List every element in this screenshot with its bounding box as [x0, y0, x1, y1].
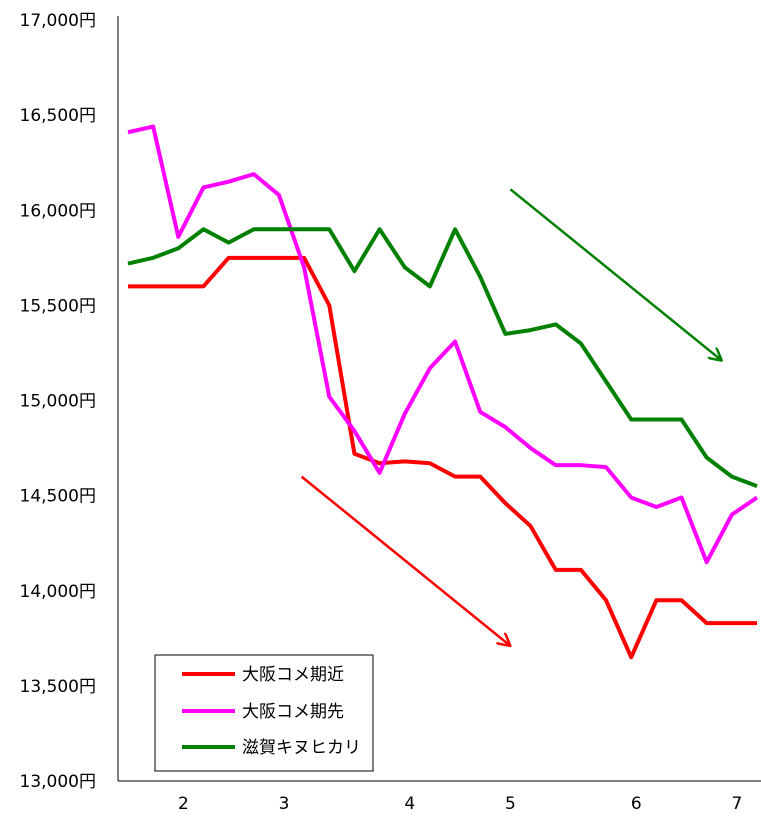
trend-arrow-1: [300, 475, 511, 646]
y-tick-label: 13,500円: [20, 677, 96, 697]
series-lines: [127, 124, 759, 660]
legend-item: 大阪コメ期先: [182, 702, 344, 722]
trend-arrows: [300, 188, 722, 646]
x-axis: 2 3 4 5 6 7: [118, 780, 761, 814]
x-tick-label: 4: [404, 794, 415, 814]
y-axis: 13,000円 13,500円 14,000円 14,500円 15,000円 15,50…: [20, 11, 119, 792]
x-tick-label: 3: [279, 794, 290, 814]
x-tick-label: 5: [505, 794, 516, 814]
x-tick-labels: 2 3 4 5 6 7: [178, 794, 742, 814]
series-line-1: [128, 255, 757, 660]
legend-item: 大阪コメ期近: [182, 665, 344, 685]
y-tick-label: 14,500円: [20, 487, 96, 507]
series-line-2: [127, 124, 759, 565]
x-tick-label: 7: [731, 794, 742, 814]
y-tick-label: 14,000円: [20, 582, 96, 602]
legend: 大阪コメ期近 大阪コメ期先 滋賀キヌヒカリ: [154, 654, 374, 772]
legend-label-series-2: 大阪コメ期先: [242, 702, 344, 722]
y-tick-labels: 13,000円 13,500円 14,000円 14,500円 15,000円 15,50…: [20, 11, 96, 792]
y-tick-label: 16,500円: [20, 106, 96, 126]
y-tick-label: 13,000円: [20, 772, 96, 792]
x-tick-label: 6: [631, 794, 642, 814]
legend-label-series-1: 大阪コメ期近: [242, 665, 344, 685]
y-tick-label: 15,500円: [20, 296, 96, 316]
y-tick-label: 15,000円: [20, 392, 96, 412]
series-line-3: [127, 227, 758, 488]
legend-label-series-3: 滋賀キヌヒカリ: [242, 738, 361, 758]
y-tick-label: 17,000円: [20, 11, 96, 31]
trend-arrow-2: [509, 188, 721, 360]
y-tick-label: 16,000円: [20, 201, 96, 221]
x-tick-label: 2: [178, 794, 189, 814]
legend-item: 滋賀キヌヒカリ: [182, 738, 361, 758]
